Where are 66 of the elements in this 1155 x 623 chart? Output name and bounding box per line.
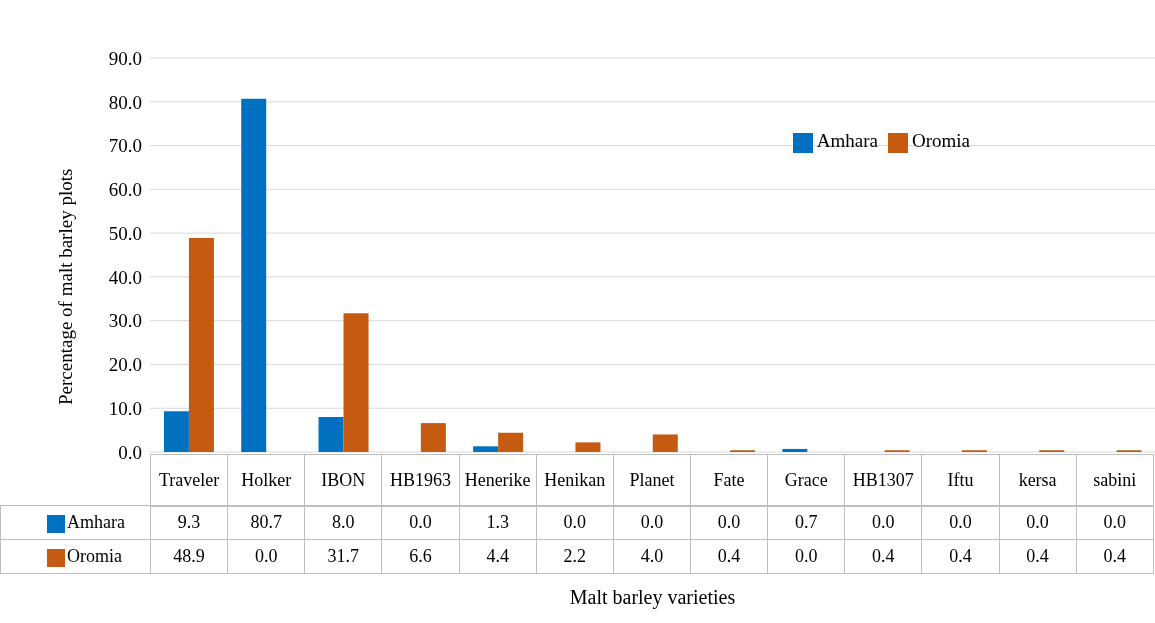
data-label: 0.0: [690, 505, 768, 540]
data-label: 48.9: [150, 539, 228, 574]
x-tick-label: Iftu: [921, 454, 1000, 507]
bar: [343, 313, 369, 452]
text: Oromia: [67, 546, 122, 566]
x-tick-label: Fate: [690, 454, 768, 507]
x-tick-label: HB1963: [381, 454, 460, 507]
bar: [782, 448, 808, 452]
legend-label: Amhara: [816, 130, 878, 151]
y-tick-label: 40.0: [108, 266, 142, 288]
x-axis-title: Malt barley varieties: [568, 586, 737, 609]
bar: [188, 237, 214, 452]
data-label: 1.3: [459, 505, 537, 540]
data-label: 0.0: [999, 505, 1077, 540]
bar: [473, 446, 499, 452]
bar: [652, 434, 678, 452]
data-label: 0.4: [690, 539, 768, 574]
bar: [318, 416, 344, 452]
x-tick-label: Holker: [227, 454, 305, 507]
data-label: 0.7: [767, 505, 845, 540]
data-label: 0.0: [1076, 505, 1154, 540]
x-tick-label: kersa: [999, 454, 1077, 507]
x-tick-label: Grace: [767, 454, 845, 507]
y-tick-label: 0.0: [118, 441, 142, 463]
x-tick-label: Henerike: [459, 454, 537, 507]
y-tick-label: 90.0: [108, 47, 142, 69]
data-label: 0.0: [844, 505, 922, 540]
y-tick-label: 30.0: [108, 310, 142, 332]
x-tick-label: Planet: [613, 454, 691, 507]
bar: [420, 423, 446, 452]
data-label: 4.4: [459, 539, 537, 574]
x-tick-label: IBON: [304, 454, 382, 507]
data-label: 0.0: [767, 539, 845, 574]
y-tick-label: 80.0: [108, 91, 142, 113]
data-label: 0.0: [921, 505, 1000, 540]
data-label: 6.6: [381, 539, 460, 574]
data-label: 0.0: [536, 505, 614, 540]
data-label: 0.0: [227, 539, 305, 574]
data-label: 0.0: [381, 505, 460, 540]
data-label: 0.4: [844, 539, 922, 574]
y-tick-label: 70.0: [108, 135, 142, 157]
data-label: 0.4: [921, 539, 1000, 574]
data-label: 2.2: [536, 539, 614, 574]
x-tick-label: HB1307: [844, 454, 922, 507]
text: Amhara: [67, 512, 125, 532]
legend-label: Oromia: [911, 130, 970, 151]
y-tick-label: 20.0: [108, 354, 142, 376]
y-axis-title: Percentage of malt barley plots: [54, 168, 76, 405]
data-label: 31.7: [304, 539, 382, 574]
data-label: 8.0: [304, 505, 382, 540]
x-tick-label: Traveler: [150, 454, 228, 507]
x-tick-label: Henikan: [536, 454, 614, 507]
y-tick-label: 50.0: [108, 222, 142, 244]
data-label: 0.0: [613, 505, 691, 540]
y-tick-label: 10.0: [108, 397, 142, 419]
data-label: 9.3: [150, 505, 228, 540]
bar: [498, 432, 524, 452]
y-tick-label: 60.0: [108, 179, 142, 201]
bar: [575, 442, 601, 452]
data-label: 4.0: [613, 539, 691, 574]
data-label: 80.7: [227, 505, 305, 540]
data-label: 0.4: [999, 539, 1077, 574]
bar: [241, 98, 267, 452]
x-tick-label: sabini: [1076, 454, 1154, 507]
data-label: 0.4: [1076, 539, 1154, 574]
bar: [163, 411, 189, 452]
